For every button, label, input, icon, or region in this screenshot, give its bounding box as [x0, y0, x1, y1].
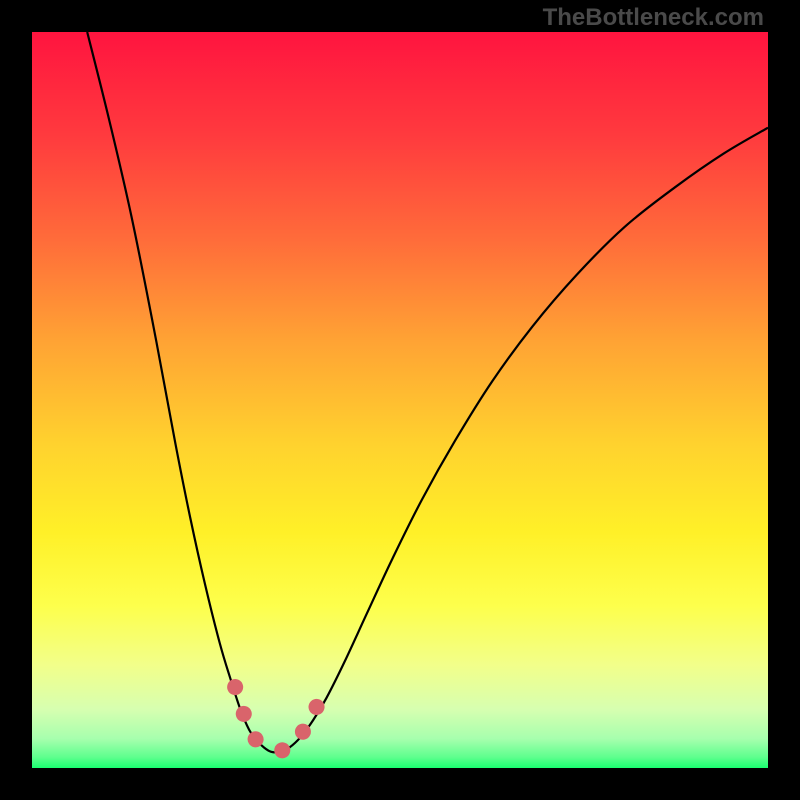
chart-frame: TheBottleneck.com — [0, 0, 800, 800]
watermark-text: TheBottleneck.com — [543, 4, 764, 32]
border-left — [0, 0, 32, 800]
border-right — [768, 0, 800, 800]
border-bottom — [0, 768, 800, 800]
gradient-background — [32, 32, 768, 768]
curve-layer — [32, 32, 768, 768]
plot-area — [32, 32, 768, 768]
